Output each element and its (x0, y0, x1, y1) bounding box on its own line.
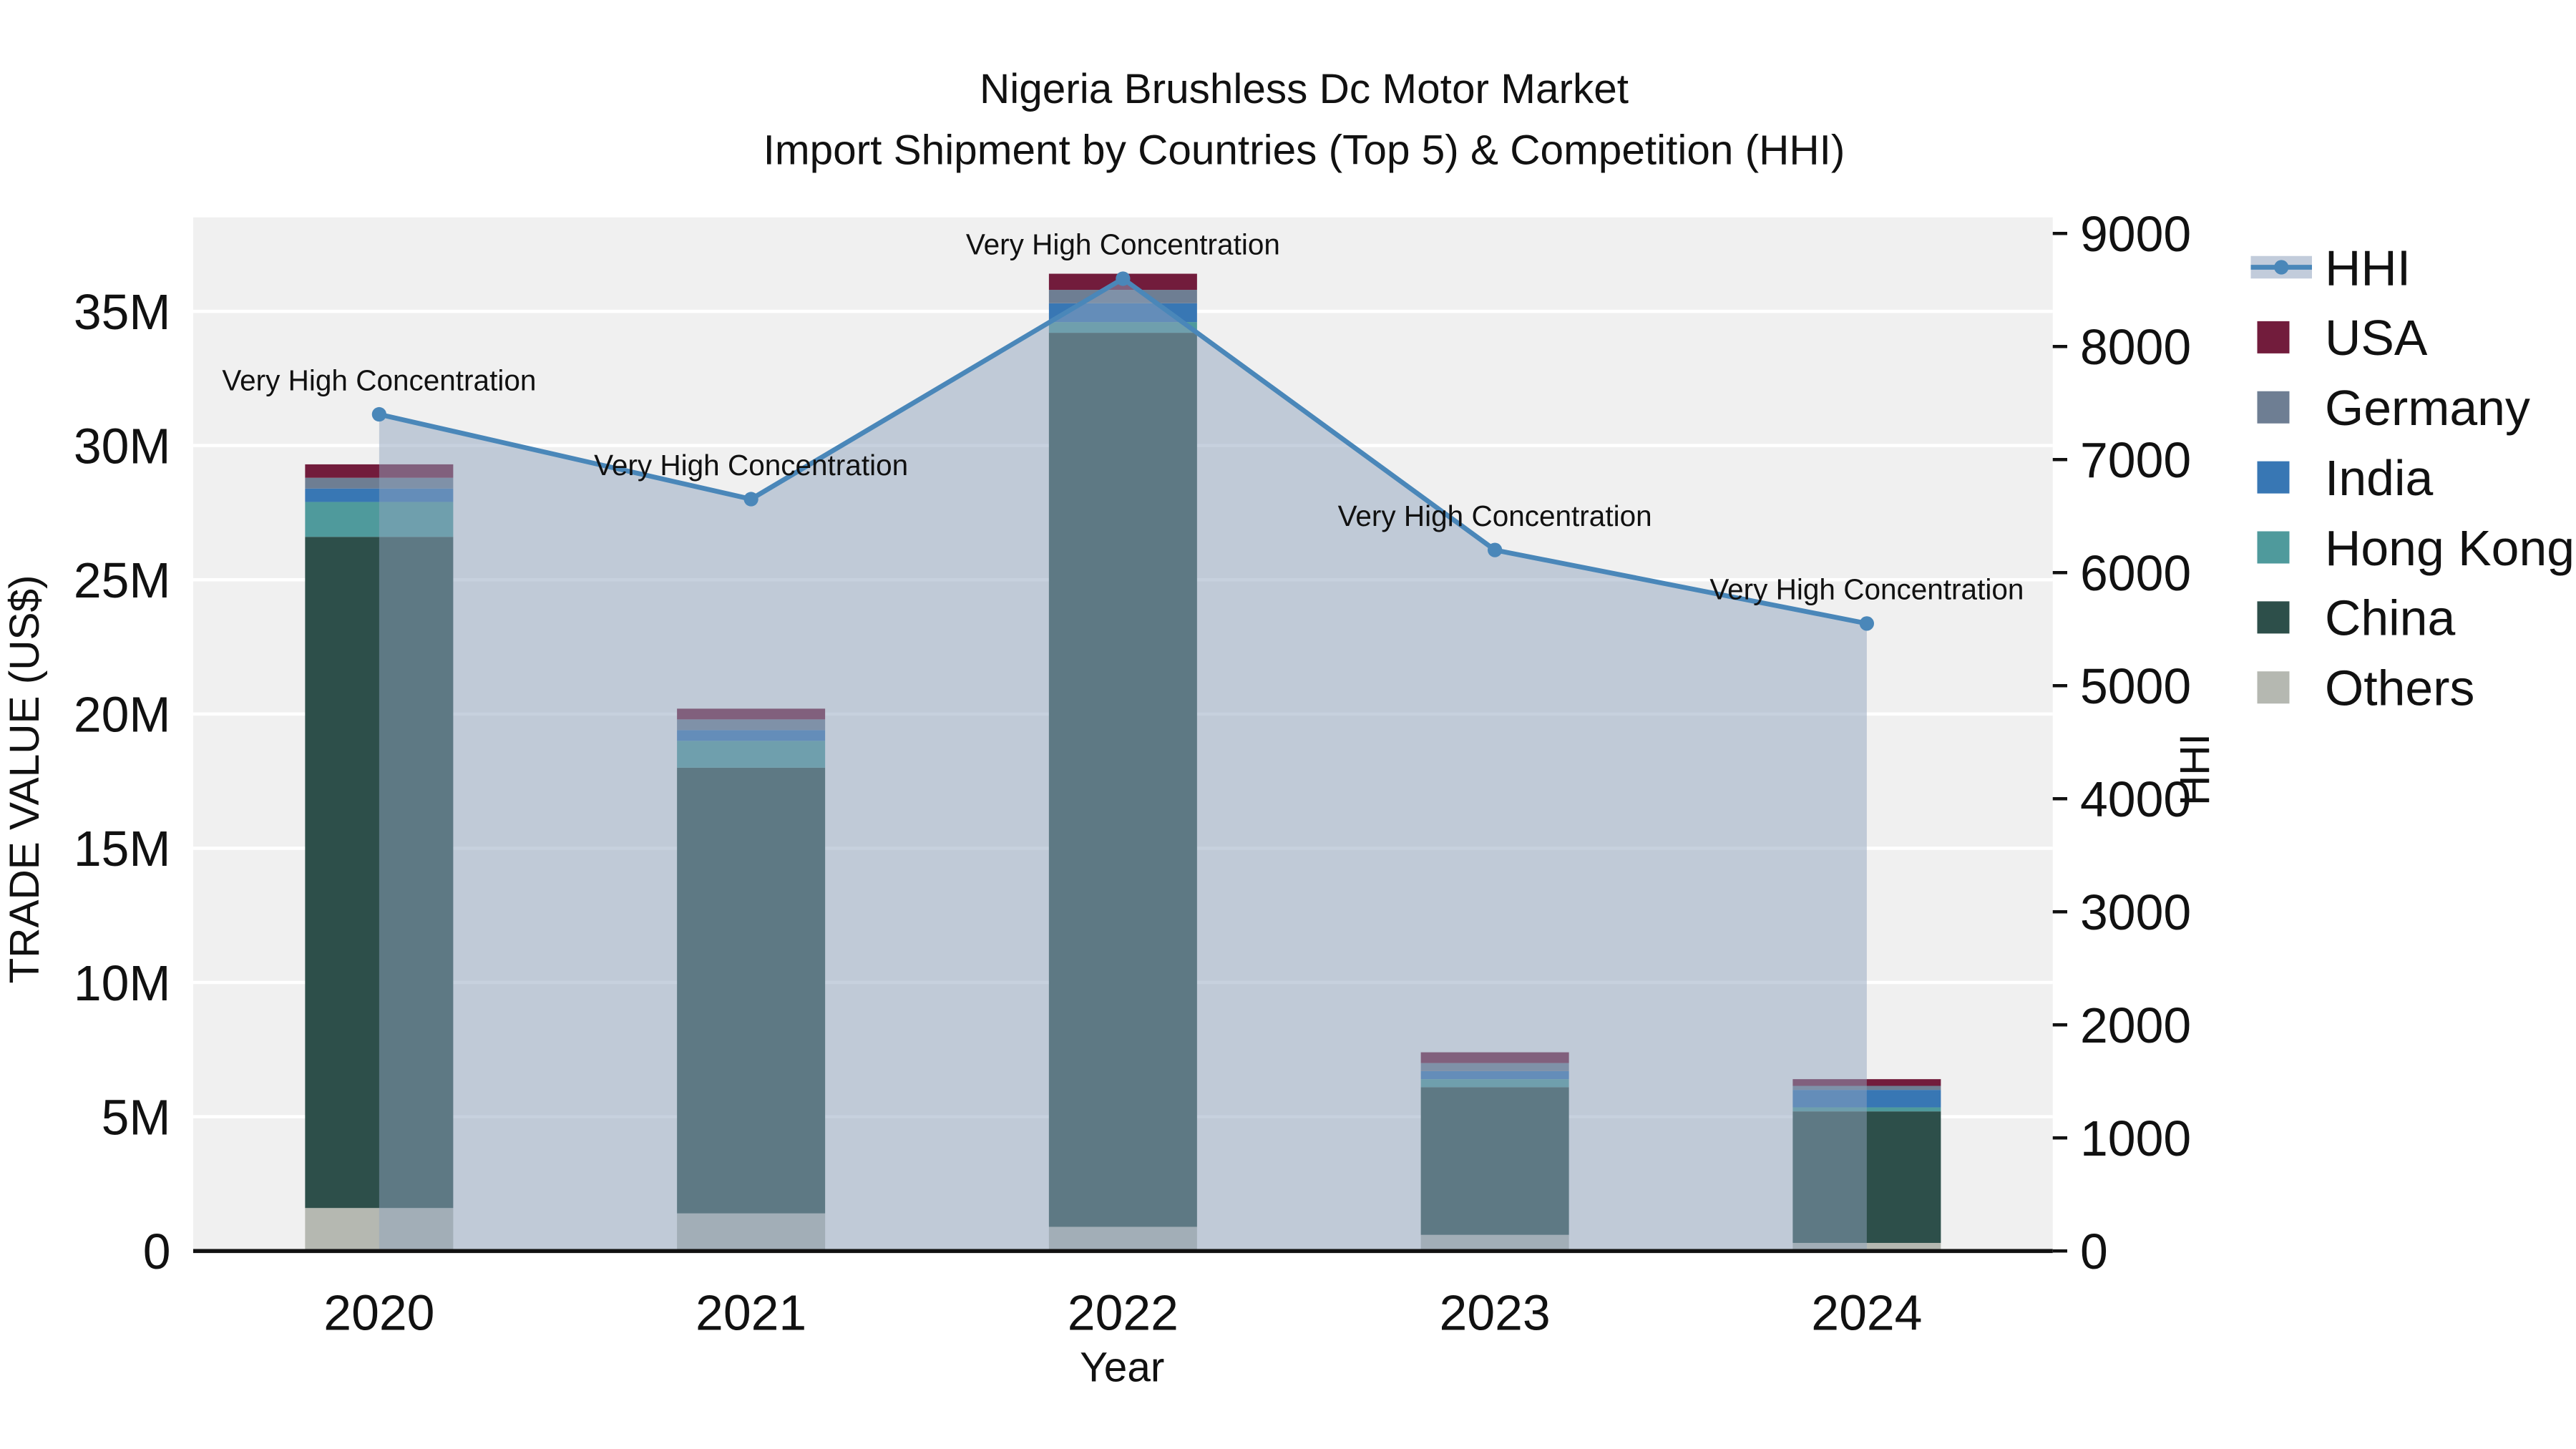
y-right-tick-label: 4000 (2080, 771, 2191, 827)
y-right-tick-label: 2000 (2080, 997, 2191, 1053)
axis-layer: 0 5M 10M 15M 20M 25M 30M 35M 0 1000 2000 3000 4000 50… (74, 206, 2191, 1341)
y-left-tick-label: 30M (74, 418, 171, 474)
legend-label: USA (2325, 310, 2428, 366)
legend-label: Hong Kong (2325, 520, 2575, 576)
y-left-tick-label: 15M (74, 821, 171, 877)
x-tick-label: 2024 (1811, 1285, 1922, 1341)
legend-layer: HHI USA Germany India Hong Kong China Others (2250, 240, 2575, 716)
y-axis-left-title: TRADE VALUE (US$) (1, 575, 48, 983)
legend-swatch (2257, 461, 2290, 494)
hhi-annotation: Very High Concentration (594, 449, 908, 482)
hhi-marker (1116, 271, 1131, 286)
y-left-tick-label: 20M (74, 687, 171, 743)
hhi-marker (1859, 616, 1874, 631)
legend-label: India (2325, 450, 2433, 506)
y-right-tick-label: 7000 (2080, 432, 2191, 488)
hhi-annotation: Very High Concentration (1338, 499, 1652, 532)
y-axis-right-title: HHI (2172, 733, 2218, 806)
y-left-tick-label: 10M (74, 955, 171, 1011)
legend-item-others[interactable]: Others (2257, 660, 2475, 716)
hhi-area (379, 278, 1867, 1252)
legend-item-usa[interactable]: USA (2257, 310, 2428, 366)
x-tick-label: 2022 (1068, 1285, 1179, 1341)
legend-swatch (2257, 391, 2290, 424)
x-tick-label: 2021 (696, 1285, 806, 1341)
y-right-tick-label: 8000 (2080, 319, 2191, 375)
legend-label: Germany (2325, 380, 2530, 436)
y-left-tick-label: 5M (102, 1089, 171, 1145)
x-tick-label: 2023 (1440, 1285, 1551, 1341)
y-right-tick-label: 3000 (2080, 884, 2191, 940)
chart-subtitle: Import Shipment by Countries (Top 5) & C… (763, 127, 1845, 174)
legend-item-hhi[interactable]: HHI (2250, 240, 2411, 296)
y-right-tick-label: 1000 (2080, 1111, 2191, 1166)
legend-swatch (2257, 531, 2290, 564)
y-right-tick-label: 5000 (2080, 658, 2191, 714)
y-right-tick-label: 9000 (2080, 206, 2191, 262)
hhi-marker (371, 406, 386, 422)
hhi-annotation: Very High Concentration (1709, 573, 2024, 606)
legend-label: HHI (2325, 240, 2411, 296)
legend-item-germany[interactable]: Germany (2257, 380, 2530, 436)
legend-hhi-marker-icon (2274, 260, 2289, 275)
legend-item-china[interactable]: China (2257, 590, 2456, 646)
y-right-tick-label: 0 (2080, 1224, 2108, 1279)
y-left-tick-label: 0 (143, 1224, 171, 1279)
hhi-marker (1488, 542, 1503, 557)
legend-item-hong-kong[interactable]: Hong Kong (2257, 520, 2575, 576)
plot-layer: Very High Concentration Very High Concent… (193, 217, 2053, 1252)
legend-label: Others (2325, 660, 2474, 716)
legend-swatch (2257, 321, 2290, 353)
hhi-annotation: Very High Concentration (966, 228, 1280, 261)
x-tick-label: 2020 (323, 1285, 434, 1341)
chart-title: Nigeria Brushless Dc Motor Market (980, 66, 1629, 112)
hhi-marker (743, 492, 758, 507)
y-right-tick-label: 6000 (2080, 545, 2191, 601)
legend-item-india[interactable]: India (2257, 450, 2434, 506)
hhi-annotation: Very High Concentration (222, 364, 536, 396)
y-left-tick-label: 25M (74, 552, 171, 608)
y-left-tick-label: 35M (74, 284, 171, 340)
legend-swatch (2257, 671, 2290, 704)
legend-label: China (2325, 590, 2455, 646)
x-axis-title: Year (1080, 1345, 1164, 1391)
legend-swatch (2257, 601, 2290, 634)
